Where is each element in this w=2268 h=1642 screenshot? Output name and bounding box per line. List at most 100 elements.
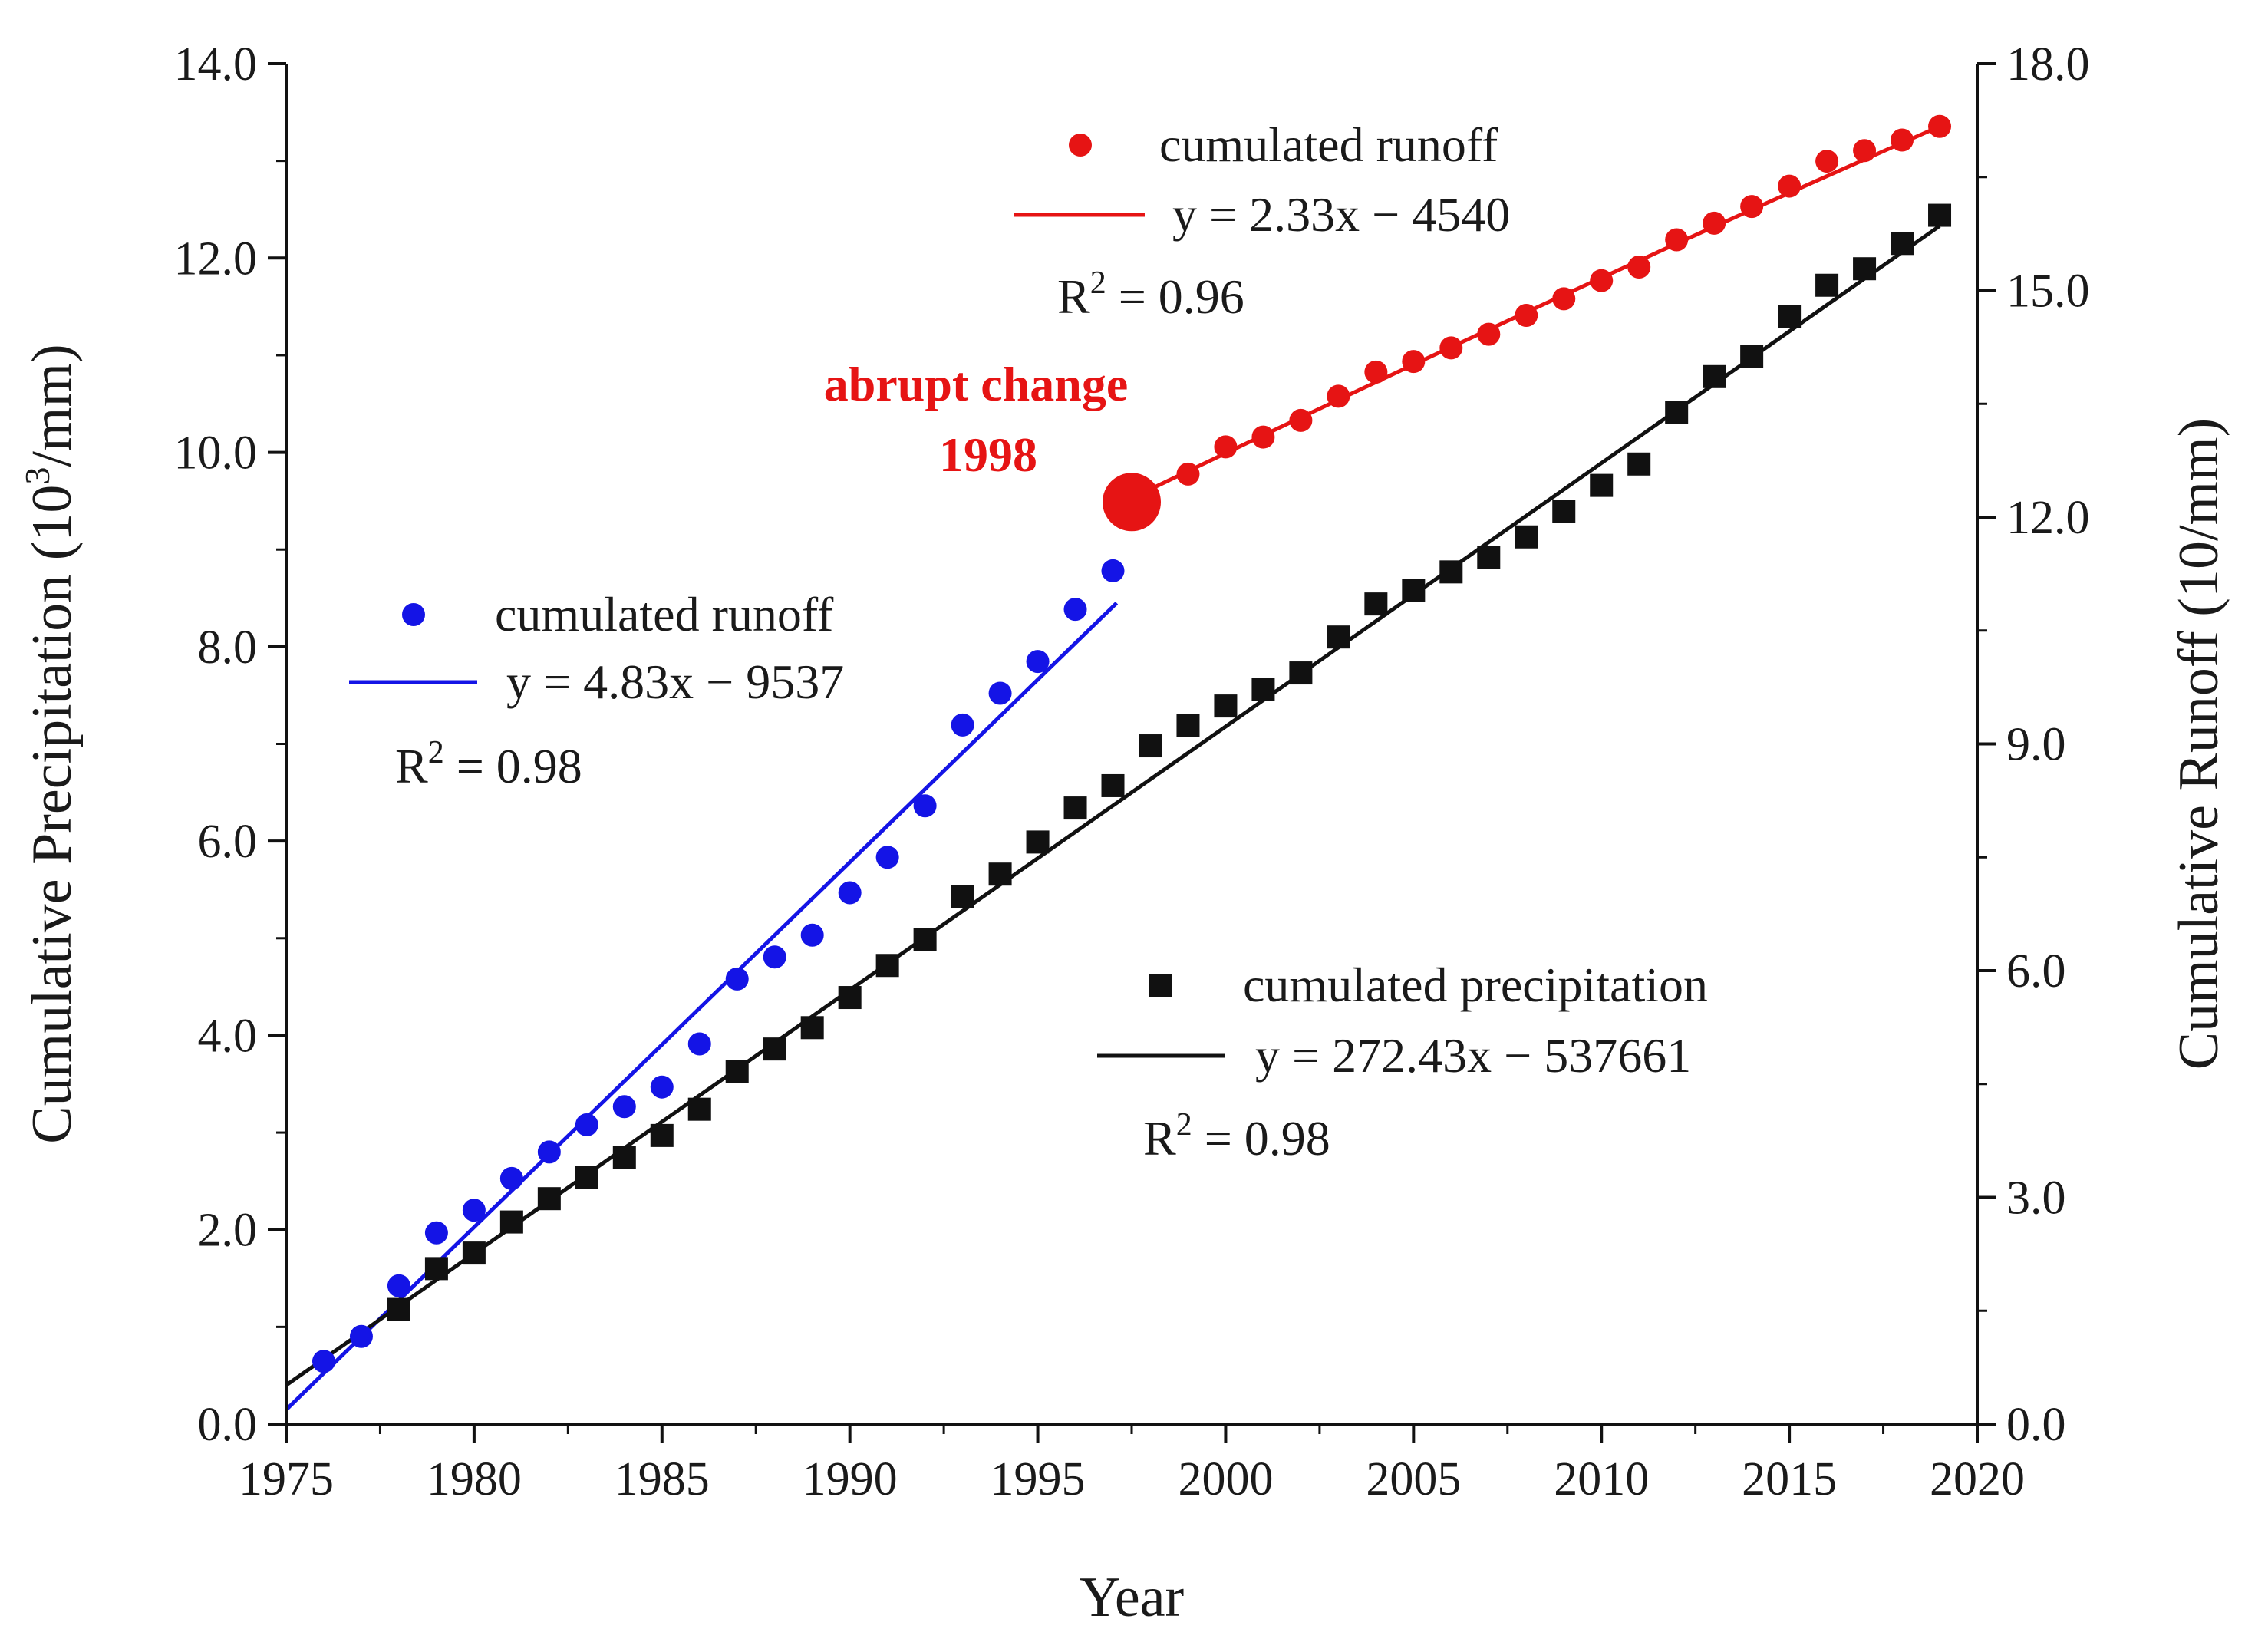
x-tick-label-5: 2000 [1178,1453,1273,1505]
point-series-2-3 [499,1210,523,1234]
point-series-2-23 [1251,678,1275,701]
point-series-1-4 [1327,384,1350,408]
point-series-2-10 [763,1037,786,1061]
x-tick-label-9: 2020 [1930,1453,2025,1505]
point-series-0-15 [875,846,899,869]
point-series-1-1 [1214,435,1238,459]
point-series-2-26 [1364,592,1388,616]
point-series-1-3 [1289,408,1313,432]
point-series-2-24 [1289,661,1313,685]
point-series-2-27 [1402,579,1426,602]
legend-0-r2-value: = 0.98 [444,739,582,793]
point-series-2-5 [575,1166,598,1189]
point-series-0-3 [424,1221,448,1245]
x-tick-label-3: 1990 [803,1453,898,1505]
point-series-0-18 [988,681,1012,705]
x-tick-label-1: 1980 [427,1453,522,1505]
y-right-tick-label-0: 0.0 [2006,1399,2066,1451]
axis-labels: 1975 1980 1985 1990 1995 2000 2005 2010 2015 2020… [18,38,2230,1629]
point-series-2-29 [1477,546,1501,569]
x-tick-label-4: 1995 [991,1453,1086,1505]
point-series-2-38 [1815,273,1839,297]
point-series-0-9 [650,1075,674,1099]
point-series-1-2 [1251,425,1275,449]
point-series-2-17 [1026,830,1050,854]
point-series-2-35 [1703,364,1726,388]
point-series-1-19 [1891,128,1914,152]
point-series-2-33 [1627,452,1651,476]
legend-1-r2: R2 = 0.96 [1057,265,1244,324]
y-right-tick-label-6: 18.0 [2006,38,2090,91]
point-series-2-6 [612,1146,636,1169]
legend-0-equation: y = 4.83x − 9537 [506,654,844,709]
point-series-2-16 [988,862,1012,886]
point-series-0-14 [838,881,862,905]
y-left-tick-label-0: 0.0 [198,1399,258,1451]
legend-1-r2-symbol: R [1057,269,1090,324]
x-axis-title: Year [1080,1566,1184,1629]
point-series-0-0 [312,1350,335,1373]
axes [268,62,1996,1443]
point-series-0-4 [462,1199,486,1222]
x-tick-label-0: 1975 [239,1453,334,1505]
y-right-tick-label-4: 12.0 [2006,492,2090,544]
y-right-tick-label-2: 6.0 [2006,945,2066,997]
y-right-tick-label-3: 9.0 [2006,719,2066,771]
legend-0-r2-exponent: 2 [428,735,444,770]
point-series-2-11 [800,1016,824,1040]
point-series-2-9 [725,1060,749,1083]
legend-0-r2: R2 = 0.98 [395,735,582,793]
legend-0-r2-symbol: R [395,739,428,793]
legend-2-marker [1149,974,1172,997]
y-left-tick-label-2: 4.0 [198,1010,258,1062]
legend-0: cumulated runoff y = 4.83x − 9537 R2 = 0.9… [349,587,844,793]
point-series-2-18 [1063,796,1087,820]
point-series-2-20 [1139,734,1162,758]
point-series-1-20 [1928,114,1952,138]
point-series-1-12 [1627,255,1651,279]
x-tick-label-7: 2010 [1554,1453,1649,1505]
point-series-0-17 [951,713,974,737]
point-series-2-36 [1740,345,1764,368]
point-series-1-11 [1590,269,1614,292]
point-series-2-31 [1552,500,1576,523]
legend-1: cumulated runoff y = 2.33x − 4540 R2 = 0.9… [1014,117,1510,324]
point-series-2-19 [1101,773,1125,797]
point-series-1-10 [1552,287,1576,311]
point-series-1-9 [1515,304,1538,328]
abrupt-change-year: 1998 [939,427,1037,482]
point-series-2-12 [838,986,862,1010]
point-series-2-1 [424,1257,448,1281]
point-series-2-39 [1853,257,1877,281]
point-series-0-13 [800,923,824,947]
point-series-2-34 [1665,401,1689,424]
annotation-0: abrupt change 1998 [824,357,1161,532]
legend-2-r2: R2 = 0.98 [1143,1107,1330,1166]
y-left-axis-title: Cumulative Precipitation (103/mm) [18,344,84,1143]
y-right-tick-label-5: 15.0 [2006,265,2090,318]
point-series-0-8 [612,1095,636,1119]
legend-2-r2-value: = 0.98 [1192,1111,1330,1166]
x-tick-label-2: 1985 [615,1453,710,1505]
y-right-axis-title: Cumulative Runoff (10/mm) [2167,418,2230,1070]
point-series-2-40 [1891,232,1914,256]
point-series-1-13 [1665,228,1689,252]
point-series-2-25 [1327,625,1350,649]
fit-line-series-2 [285,224,1941,1387]
point-series-2-2 [462,1241,486,1265]
y-left-title-main: Cumulative Precipitation (10 [21,485,84,1144]
point-series-0-20 [1063,598,1087,622]
y-left-title-sup: 3 [18,467,57,485]
point-series-1-14 [1703,211,1726,235]
point-series-0-10 [687,1032,711,1056]
data-points [312,114,1952,1373]
point-series-2-28 [1439,560,1463,584]
point-series-1-18 [1853,139,1877,163]
point-series-2-14 [913,928,937,951]
legend-1-marker [1069,134,1092,157]
point-series-1-8 [1477,322,1501,346]
y-left-tick-label-7: 14.0 [174,38,258,91]
annotations: abrupt change 1998 [824,357,1161,532]
y-left-tick-label-5: 10.0 [174,427,258,480]
